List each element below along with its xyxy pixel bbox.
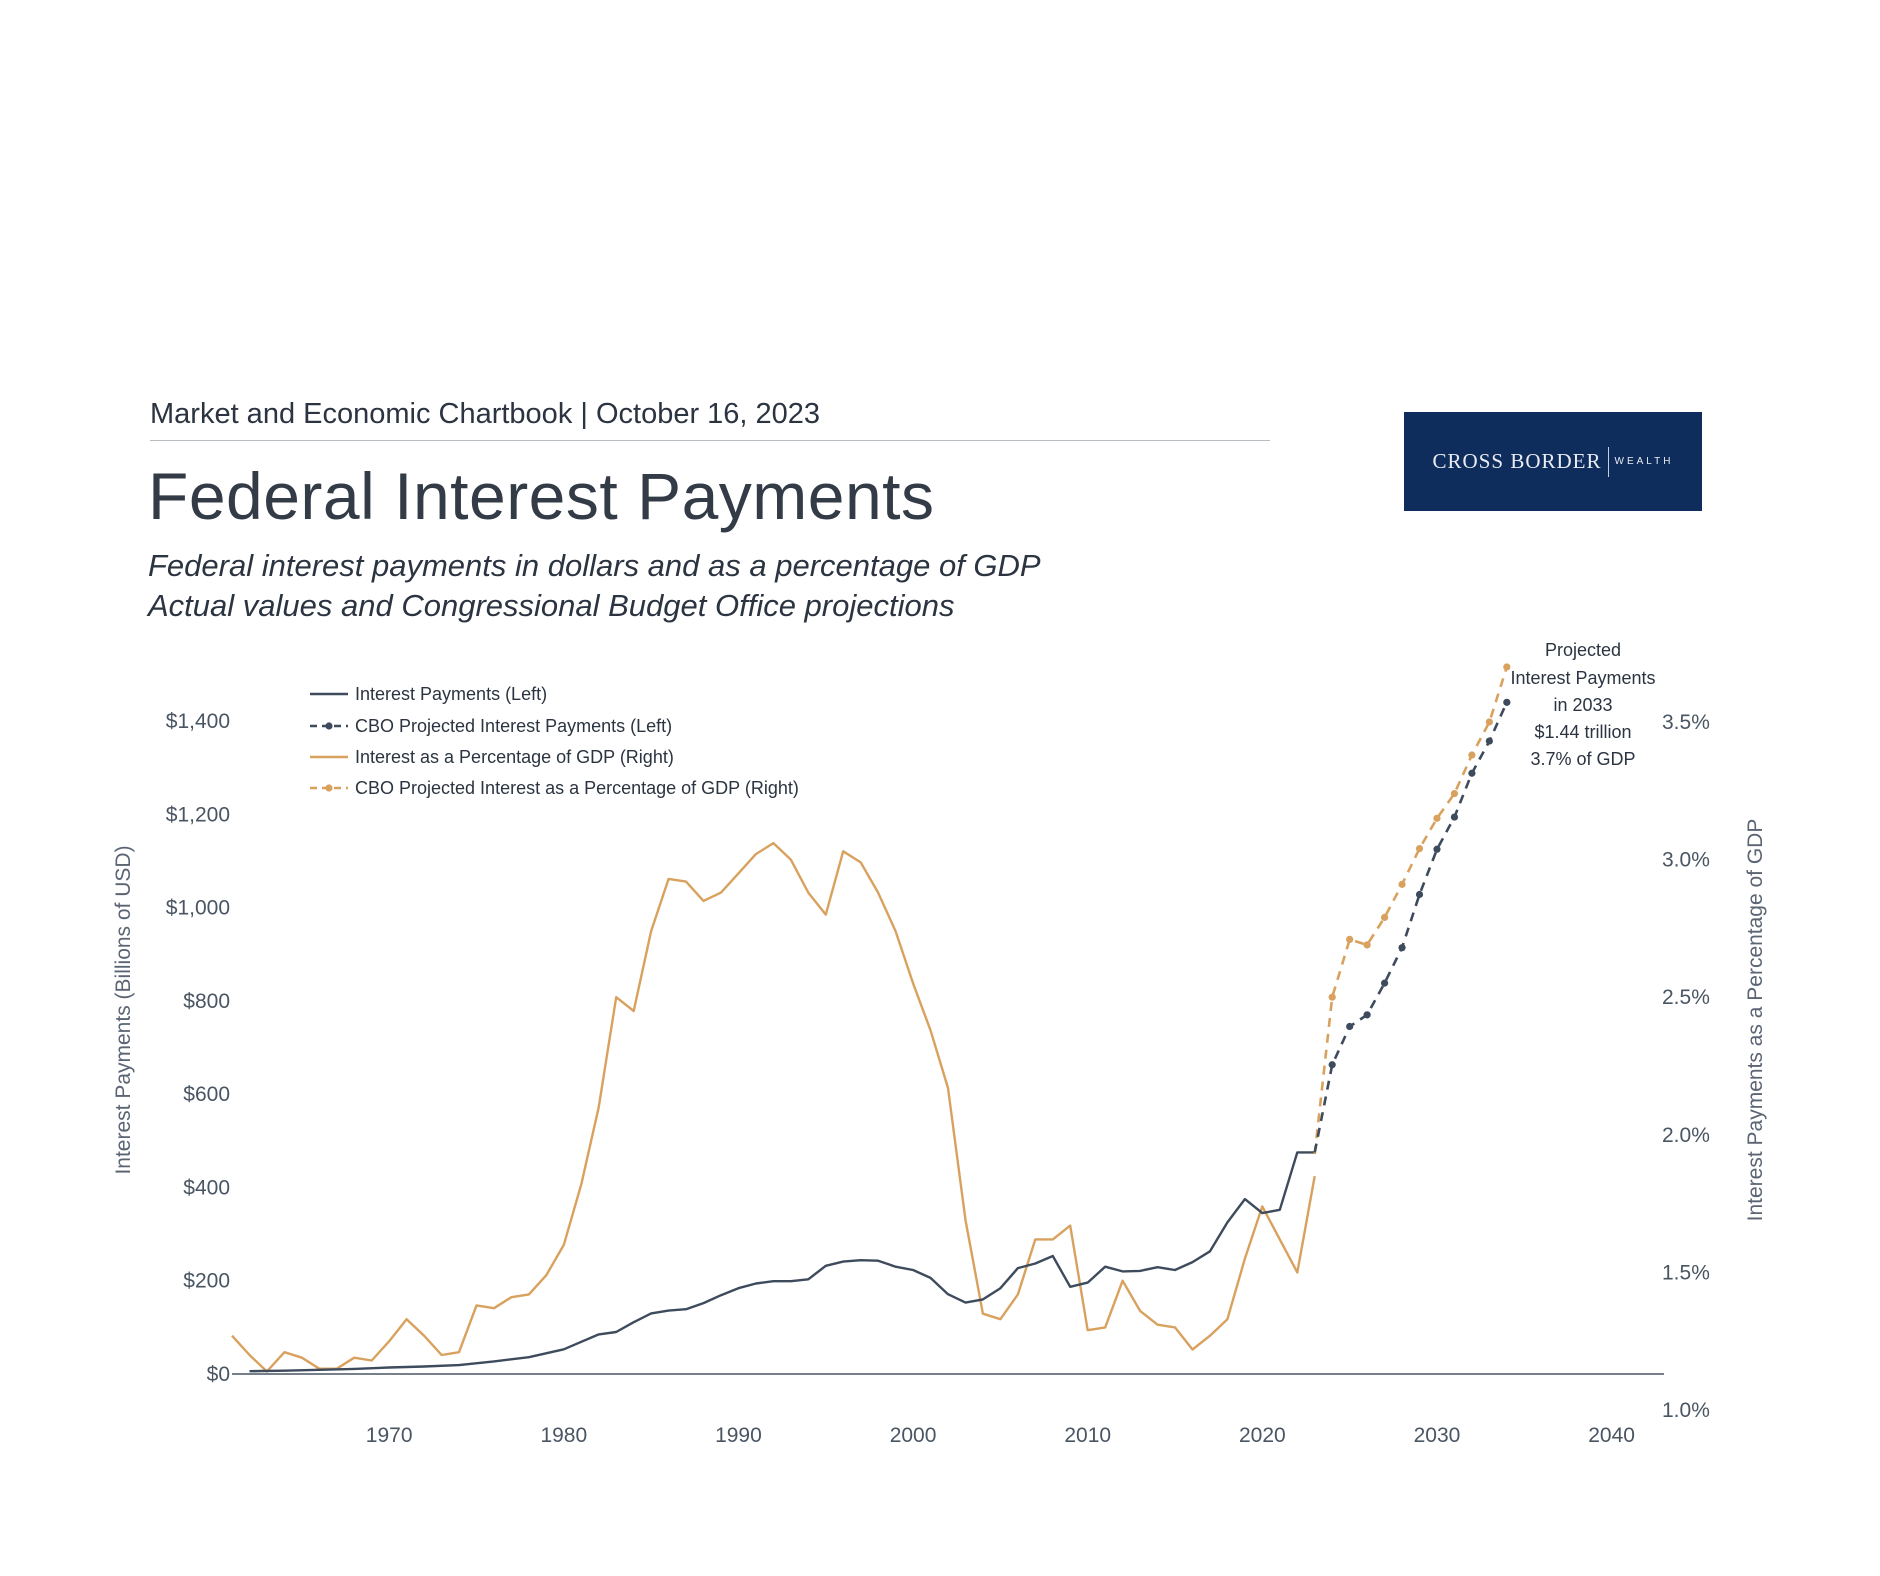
payments-projection-point	[1503, 698, 1511, 706]
projection-annotation: Projected Interest Payments in 2033 $1.44 t…	[1510, 640, 1655, 769]
y-left-axis-title: Interest Payments (Billions of USD)	[112, 845, 135, 1174]
annotation-line: in 2033	[1553, 695, 1612, 715]
subtitle-line-2: Actual values and Congressional Budget O…	[148, 588, 955, 623]
annotation-line: 3.7% of GDP	[1530, 749, 1635, 769]
legend-entry-label: CBO Projected Interest as a Percentage o…	[355, 778, 799, 798]
y-left-tick-label: $1,200	[166, 803, 230, 826]
gdp-pct-dashed-line	[1313, 666, 1509, 1155]
legend-entry-label: Interest Payments (Left)	[355, 684, 547, 704]
x-tick-label: 2000	[890, 1424, 937, 1447]
payments-projection-point	[1485, 737, 1493, 745]
gdp-pct-projection-point	[1328, 993, 1336, 1001]
gdp-pct-projection-point	[1503, 663, 1511, 671]
x-tick-label: 2040	[1588, 1424, 1635, 1447]
chart-legend: Interest Payments (Left) CBO Projected In…	[310, 684, 799, 798]
legend-swatch-point	[325, 722, 333, 730]
y-left-tick-label: $1,400	[166, 710, 230, 733]
legend-swatch-point	[325, 784, 333, 792]
chart-series	[231, 663, 1511, 1373]
y-left-tick-label: $1,000	[166, 897, 230, 920]
x-tick-label: 2020	[1239, 1424, 1286, 1447]
gdp-pct-projection-point	[1363, 941, 1371, 949]
gdp-pct-projection-point	[1415, 844, 1424, 853]
y-right-tick-label: 1.5%	[1662, 1261, 1710, 1284]
annotation-line: Interest Payments	[1510, 668, 1655, 688]
payments-projection-point	[1415, 890, 1424, 899]
x-tick-label: 1990	[715, 1424, 762, 1447]
payments-projection-point	[1363, 1011, 1371, 1019]
gdp-pct-projection-point	[1468, 751, 1476, 759]
payments-projection-point	[1346, 1022, 1354, 1031]
y-left-tick-label: $400	[183, 1176, 230, 1199]
y-right-tick-label: 2.5%	[1662, 986, 1710, 1009]
header-divider	[150, 440, 1270, 441]
payments-projection-point	[1450, 813, 1459, 821]
gdp-pct-solid-line	[231, 841, 1316, 1373]
x-tick-label: 1970	[366, 1424, 413, 1447]
chartbook-header: Market and Economic Chartbook | October …	[150, 398, 821, 430]
gdp-pct-projection-point	[1398, 880, 1406, 888]
payments-projection-point	[1398, 944, 1406, 952]
payments-solid-line	[249, 1151, 1315, 1373]
y-left-tick-label: $800	[183, 990, 230, 1013]
legend-entry-label: CBO Projected Interest Payments (Left)	[355, 716, 672, 736]
payments-projection-point	[1433, 845, 1441, 853]
gdp-pct-projection-point	[1433, 814, 1441, 822]
annotation-line: Projected	[1545, 640, 1621, 660]
gdp-pct-projection-point	[1485, 718, 1493, 726]
x-tick-label: 2010	[1064, 1424, 1111, 1447]
payments-projection-point	[1328, 1061, 1336, 1069]
chart-axes: 1970 1980 1990 2000 2010 2020 2030 2040 $0 $200 $4…	[112, 710, 1767, 1447]
legend-entry-label: Interest as a Percentage of GDP (Right)	[355, 747, 674, 767]
y-left-tick-label: $200	[183, 1270, 230, 1293]
payments-dashed-line	[1313, 701, 1508, 1153]
page-title: Federal Interest Payments	[148, 459, 935, 533]
y-right-axis-title: Interest Payments as a Percentage of GDP	[1744, 819, 1767, 1222]
y-right-tick-label: 3.5%	[1662, 711, 1710, 734]
x-tick-label: 2030	[1414, 1424, 1461, 1447]
gdp-pct-projection-point	[1450, 789, 1459, 798]
gdp-pct-projection-point	[1380, 913, 1389, 921]
cross-border-wealth-logo: CROSS BORDER WEALTH	[1404, 412, 1702, 511]
y-right-tick-label: 2.0%	[1662, 1124, 1710, 1147]
y-left-tick-label: $0	[207, 1363, 230, 1386]
y-right-tick-label: 1.0%	[1662, 1399, 1710, 1422]
payments-projection-point	[1380, 979, 1389, 987]
logo-brand-text: CROSS BORDER	[1432, 449, 1602, 473]
logo-sub-text: WEALTH	[1614, 456, 1674, 467]
x-tick-label: 1980	[540, 1424, 587, 1447]
y-left-tick-label: $600	[183, 1083, 230, 1106]
y-right-tick-label: 3.0%	[1662, 849, 1710, 872]
subtitle-line-1: Federal interest payments in dollars and…	[148, 548, 1041, 583]
annotation-line: $1.44 trillion	[1534, 722, 1631, 742]
logo-separator	[1607, 446, 1609, 477]
gdp-pct-projection-point	[1346, 935, 1354, 944]
payments-projection-point	[1468, 769, 1476, 777]
